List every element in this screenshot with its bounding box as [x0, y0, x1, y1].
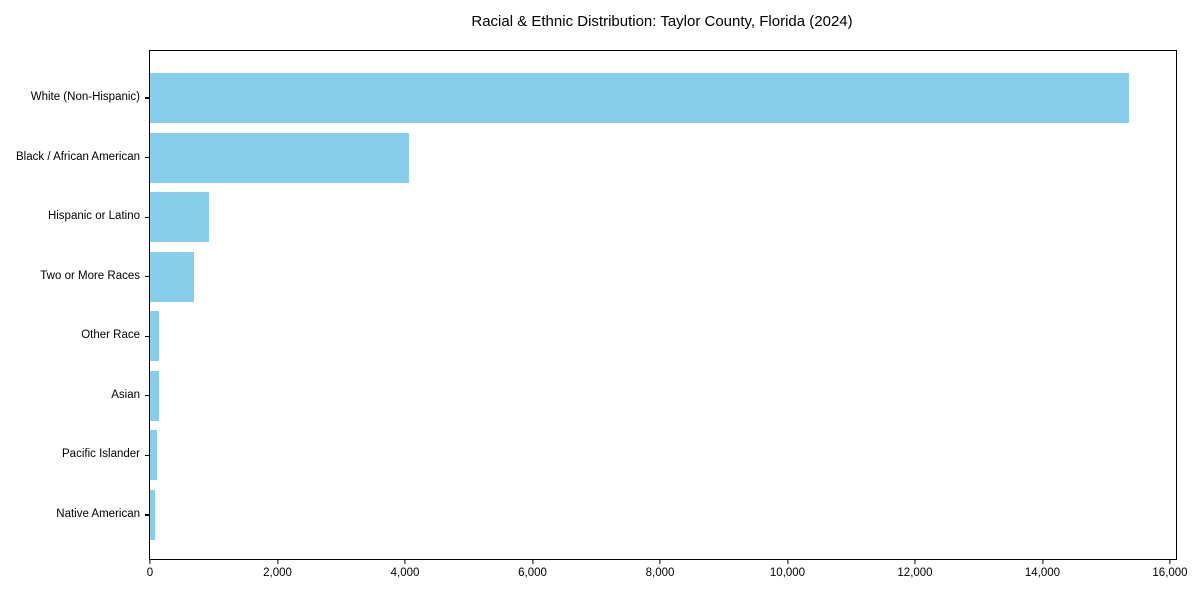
- x-tick-label: 12,000: [897, 567, 933, 579]
- y-tick: [145, 335, 150, 337]
- x-tick-label: 2,000: [263, 567, 292, 579]
- y-tick: [145, 216, 150, 218]
- y-axis-label: Black / African American: [16, 150, 140, 163]
- x-tick: [149, 559, 151, 564]
- bar-other-race: [150, 311, 160, 362]
- x-tick: [1169, 559, 1171, 564]
- x-tick-label: 16,000: [1152, 567, 1188, 579]
- x-tick-label: 6,000: [518, 567, 547, 579]
- y-tick: [145, 395, 150, 397]
- x-tick-label: 10,000: [769, 567, 806, 579]
- y-axis-label: Pacific Islander: [62, 448, 140, 461]
- y-tick: [145, 454, 150, 456]
- bar-native-american: [150, 489, 155, 540]
- plot-area: White (Non-Hispanic) Black / African Amer…: [16, 50, 1188, 579]
- bar-black-african-american: [150, 132, 409, 183]
- y-tick: [145, 97, 150, 99]
- y-tick: [145, 156, 150, 159]
- x-tick-label: 8,000: [645, 567, 675, 579]
- bar-pacific-islander: [150, 430, 157, 481]
- y-tick: [145, 276, 150, 278]
- x-tick: [786, 559, 789, 564]
- x-tick-label: 0: [146, 567, 154, 579]
- bar-hispanic-or-latino: [150, 192, 209, 243]
- x-tick: [531, 559, 534, 564]
- x-tick: [914, 559, 916, 564]
- chart-title: Racial & Ethnic Distribution: Taylor Cou…: [471, 13, 853, 30]
- y-tick: [145, 514, 150, 516]
- bar-two-or-more-races: [150, 251, 194, 302]
- x-tick: [1041, 559, 1044, 564]
- y-axis-label: Other Race: [81, 329, 140, 342]
- bar-asian: [150, 370, 159, 421]
- x-tick-label: 14,000: [1024, 567, 1061, 579]
- bar-white-non-hispanic: [150, 73, 1130, 123]
- y-axis-label: Hispanic or Latino: [47, 210, 140, 223]
- x-tick-label: 4,000: [390, 567, 420, 579]
- y-axis-label: Asian: [111, 388, 140, 401]
- x-tick: [659, 559, 661, 564]
- y-axis-label: Native American: [56, 507, 140, 520]
- y-axis-label: White (Non-Hispanic): [30, 91, 140, 103]
- x-tick: [276, 559, 279, 564]
- x-tick: [404, 559, 406, 564]
- y-axis-label: Two or More Races: [40, 269, 140, 282]
